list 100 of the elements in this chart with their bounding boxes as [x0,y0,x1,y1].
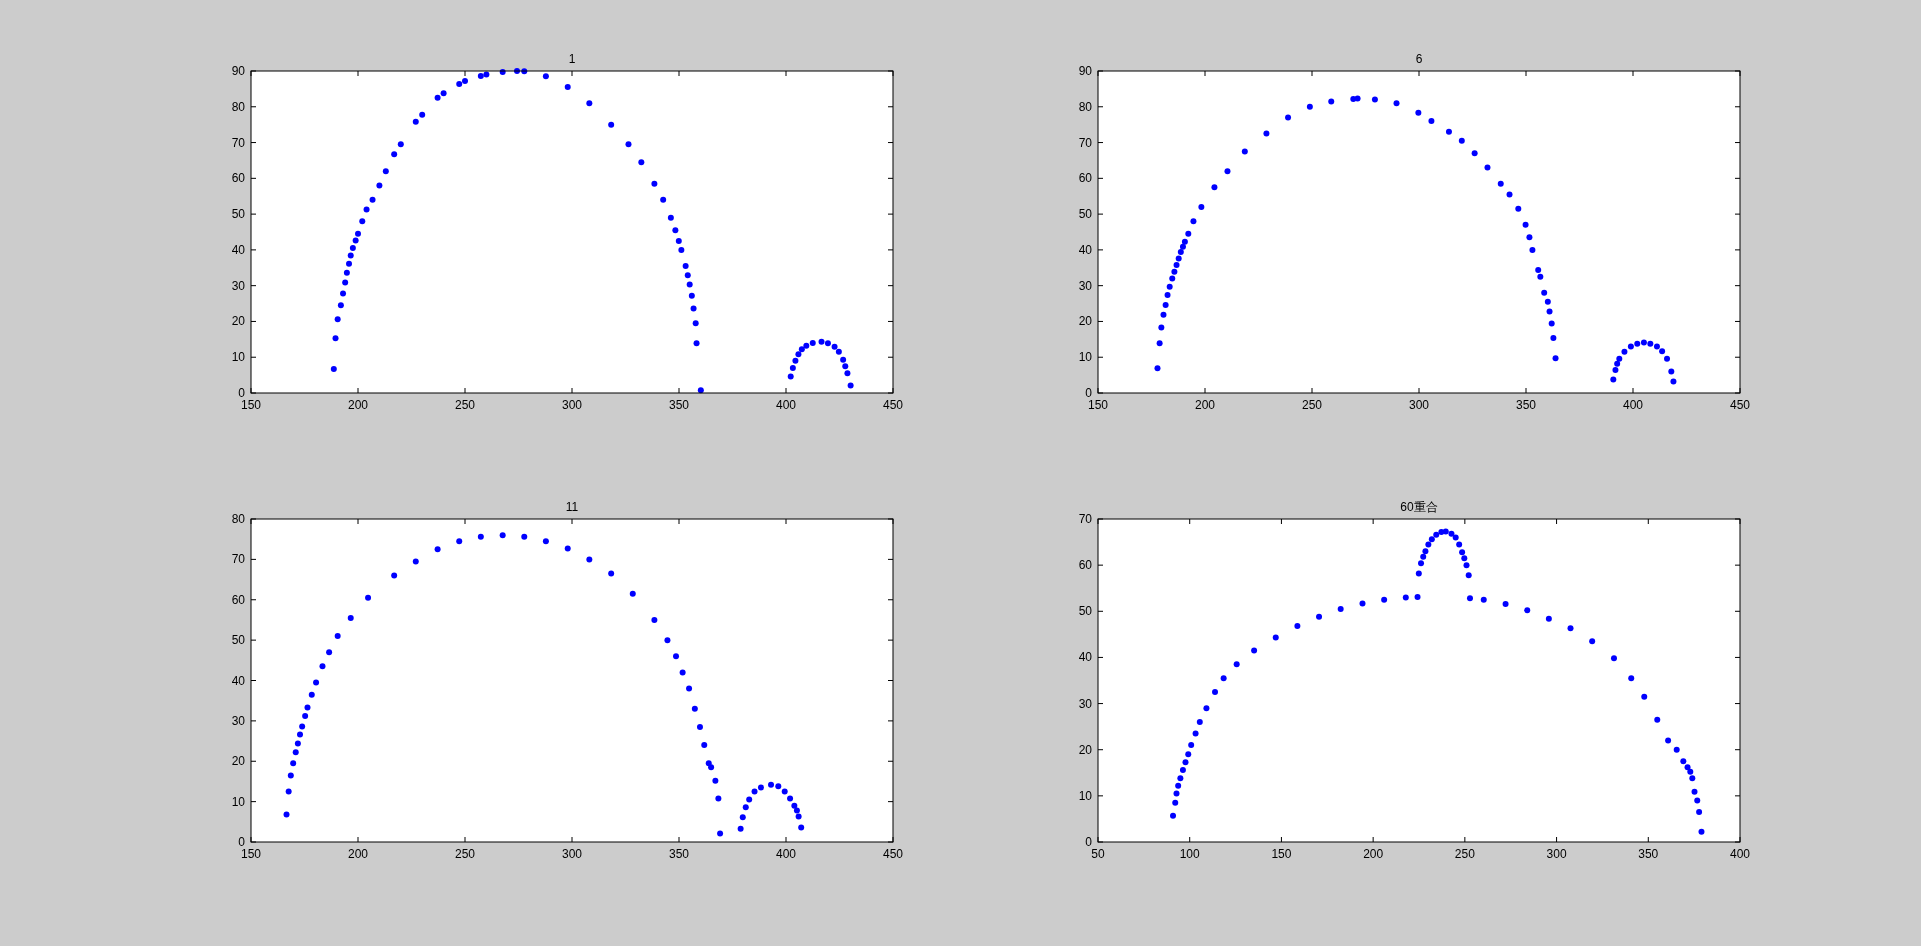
point [717,830,724,837]
y-tick-label: 0 [238,835,246,849]
x-tick-label: 200 [347,398,369,412]
y-tick-label: 10 [231,350,246,365]
y-tick-label: 0 [238,386,246,400]
point [679,669,686,676]
point [673,653,679,660]
point [292,749,299,756]
x-tick-label: 400 [1622,398,1644,412]
point [737,825,744,832]
point [542,538,549,545]
point [319,663,326,670]
x-tick-label: 350 [668,398,690,412]
y-tick-label: 70 [1078,135,1093,150]
point [412,558,419,565]
x-tick-label: 350 [1515,398,1537,412]
point [326,649,333,656]
y-tick-label: 40 [1078,650,1093,665]
x-tick-label: 300 [561,398,583,412]
point [705,760,712,767]
point [686,685,693,692]
y-tick-label: 30 [231,713,246,728]
point [742,804,749,811]
x-tick-label: 450 [882,398,904,412]
x-tick-label: 150 [1087,398,1109,412]
point [499,532,506,539]
point [456,538,463,545]
x-tick-label: 450 [1729,398,1751,412]
x-tick-label: 300 [1546,847,1567,861]
point [287,772,294,779]
point [629,590,636,597]
point [708,764,715,771]
point [365,594,372,601]
y-tick-label: 50 [1078,604,1093,619]
y-tick-label: 30 [1078,696,1093,711]
y-tick-label: 50 [231,633,246,648]
point [294,740,301,747]
point [608,570,615,577]
chart-title: 60重合 [1400,500,1438,514]
y-tick-label: 70 [1078,512,1093,526]
x-tick-label: 350 [668,847,690,861]
y-tick-label: 20 [231,314,246,329]
point [290,760,297,767]
y-tick-label: 30 [231,278,246,293]
point [651,616,658,623]
y-tick-label: 80 [231,99,246,114]
x-tick-label: 150 [240,398,262,412]
point [715,795,722,802]
point [434,546,441,553]
y-tick-label: 70 [231,552,246,567]
x-tick-label: 200 [1363,847,1384,861]
x-tick-label: 350 [1638,847,1659,861]
y-tick-label: 60 [1078,171,1093,186]
x-tick-label: 250 [454,398,476,412]
point [757,784,764,791]
point [347,614,354,621]
x-tick-label: 250 [454,847,476,861]
x-tick-label: 400 [775,398,797,412]
y-tick-label: 90 [231,64,246,78]
chart-title: 6 [1415,52,1423,66]
x-tick-label: 150 [1271,847,1292,861]
y-tick-label: 0 [1085,835,1093,849]
point [751,788,758,795]
chart-title: 11 [565,500,579,514]
point [285,788,292,795]
x-tick-label: 250 [1301,398,1323,412]
y-tick-label: 80 [1078,99,1093,114]
x-tick-label: 200 [1194,398,1216,412]
point [795,813,802,820]
point [712,777,719,784]
point [283,811,290,818]
point [302,713,309,720]
y-tick-label: 0 [1085,386,1093,400]
point [664,637,671,644]
x-tick-label: 400 [1729,847,1751,861]
y-tick-label: 60 [1078,558,1093,573]
y-tick-label: 40 [231,242,246,257]
y-tick-label: 90 [1078,64,1093,78]
point [775,783,782,790]
x-tick-label: 100 [1179,847,1201,861]
point [391,572,398,579]
y-tick-label: 60 [231,171,246,186]
y-tick-label: 50 [231,207,246,222]
y-tick-label: 10 [1078,350,1093,365]
point [701,742,708,749]
point [798,824,805,831]
y-tick-label: 10 [231,794,246,809]
y-tick-label: 20 [1078,314,1093,329]
point [521,533,528,540]
point [586,556,593,563]
y-tick-label: 10 [1078,788,1093,803]
x-tick-label: 300 [1408,398,1430,412]
y-tick-label: 20 [231,754,246,769]
x-tick-label: 400 [775,847,797,861]
x-tick-label: 450 [882,847,904,861]
x-tick-label: 150 [240,847,262,861]
point [739,814,746,821]
point [691,705,698,712]
y-tick-label: 60 [231,592,246,607]
y-tick-label: 50 [1078,207,1093,222]
